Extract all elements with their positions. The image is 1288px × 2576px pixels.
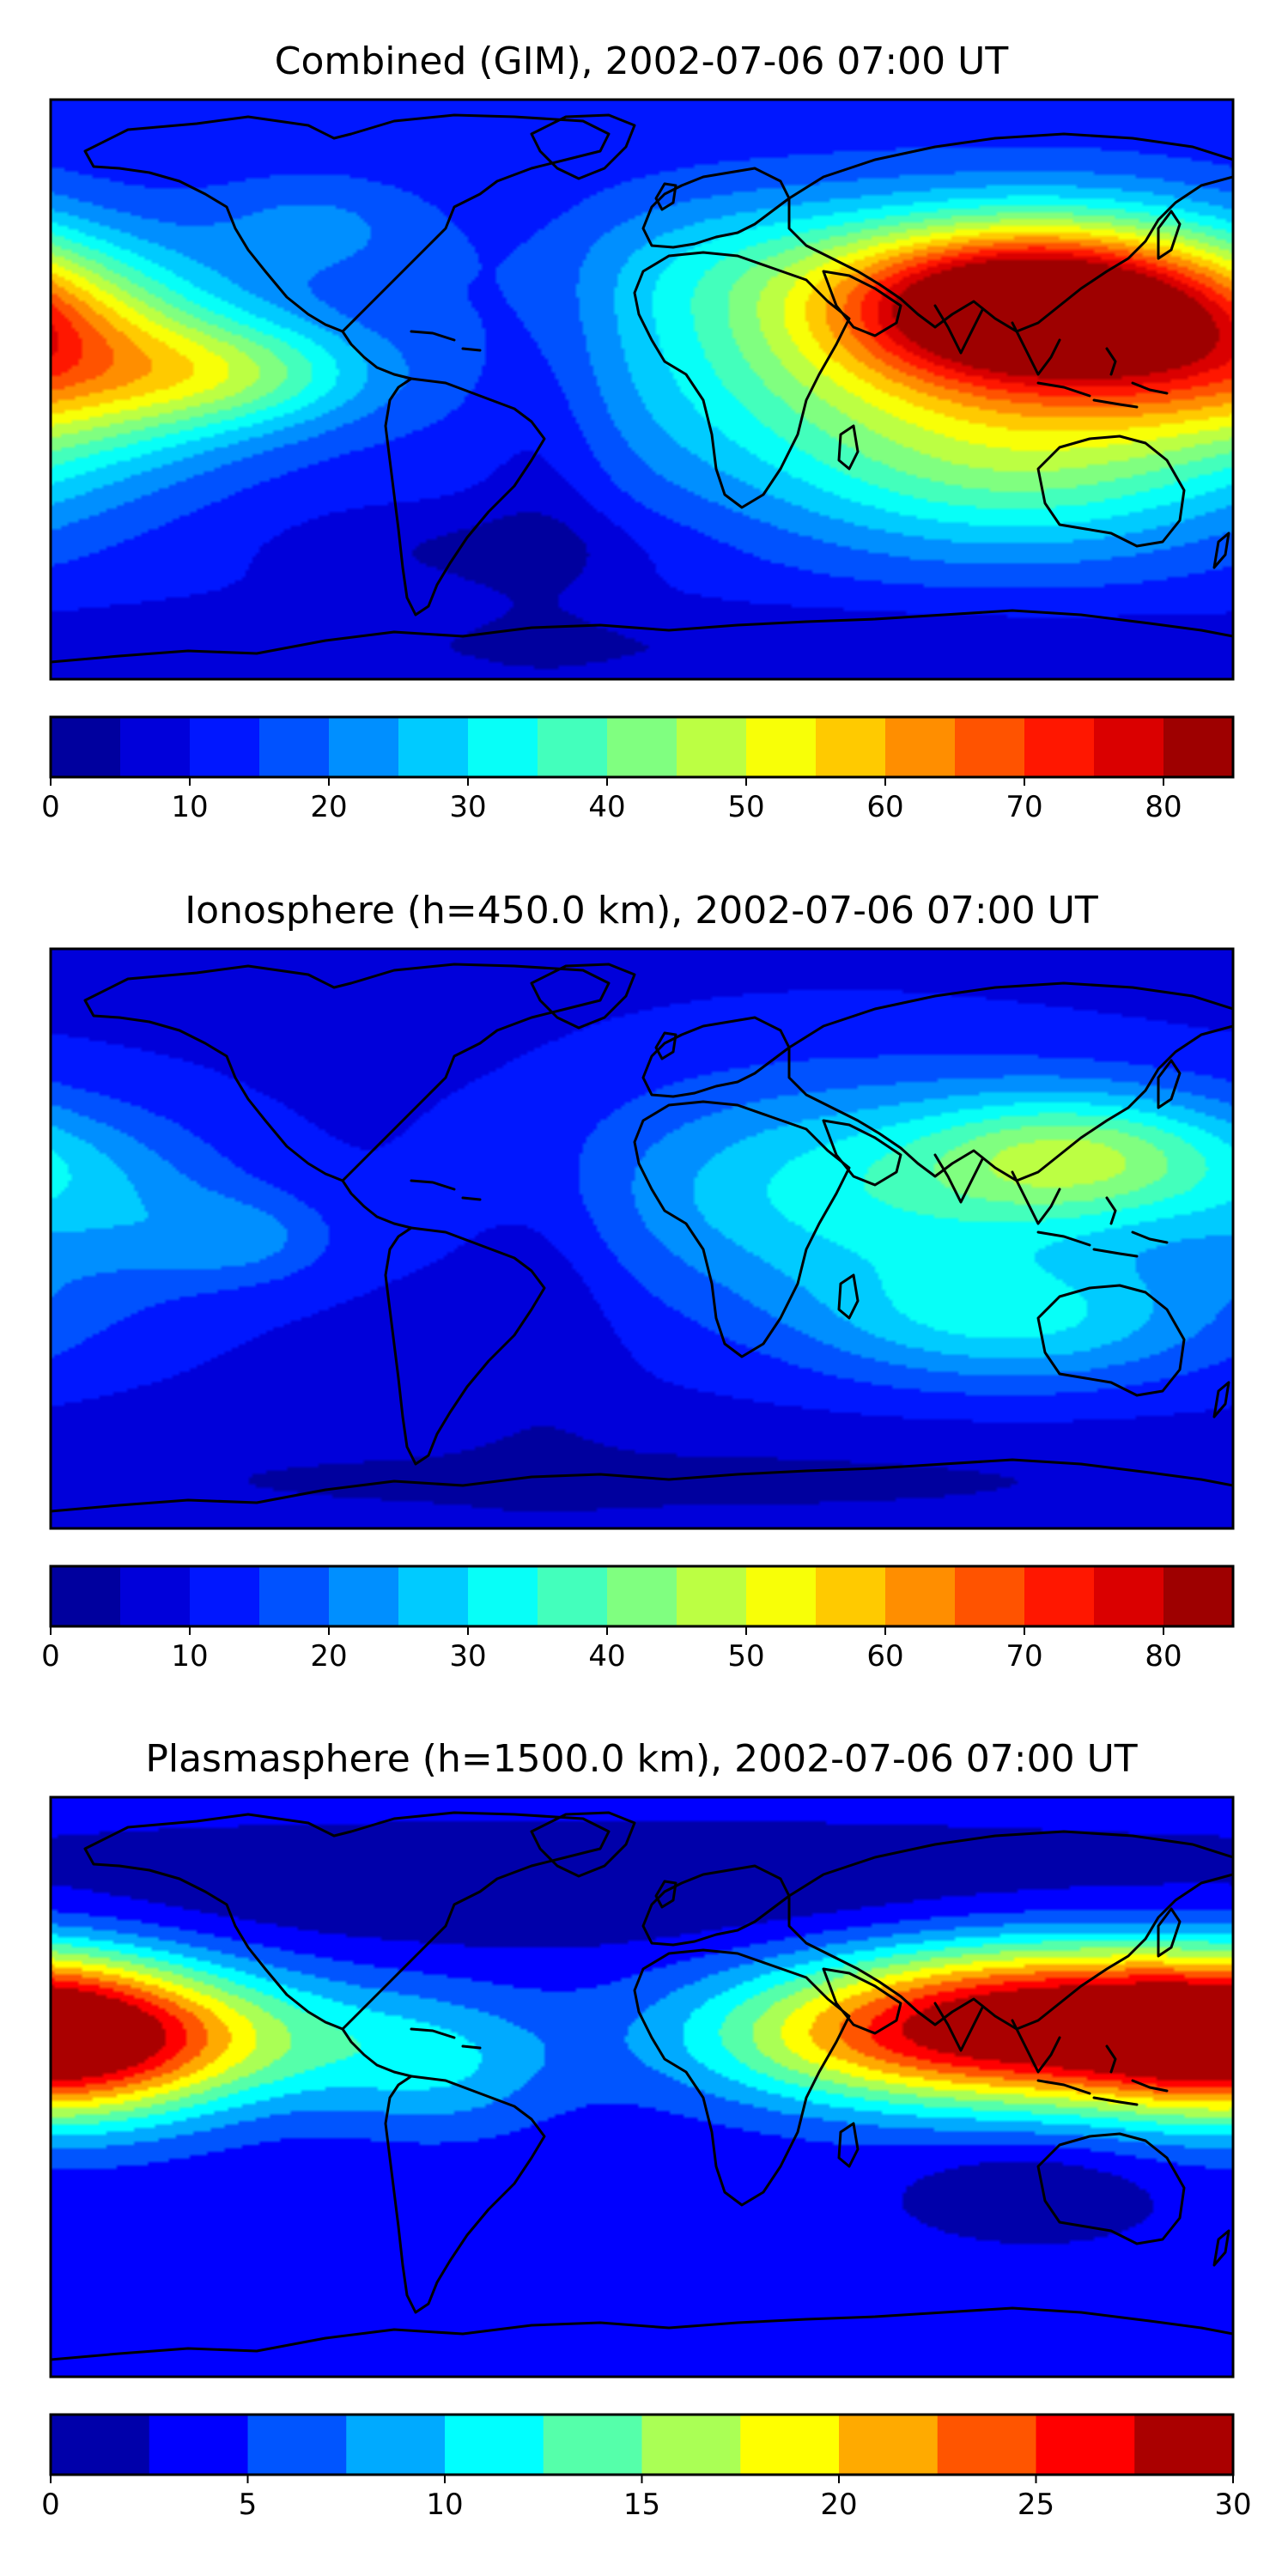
colorbar-tick-label: 50 xyxy=(727,790,764,824)
colorbar-tick-label: 30 xyxy=(449,790,486,824)
colorbar-segment xyxy=(259,717,330,777)
colorbar-segment xyxy=(51,717,121,777)
colorbar-segment xyxy=(955,717,1025,777)
colorbar-tick-label: 40 xyxy=(588,790,625,824)
colorbar-segment xyxy=(468,1566,538,1626)
colorbar-segment xyxy=(677,1566,747,1626)
colorbar-segment xyxy=(885,717,956,777)
colorbar-segment xyxy=(1024,1566,1095,1626)
panel-ionosphere: Ionosphere (h=450.0 km), 2002-07-06 07:0… xyxy=(41,889,1235,1674)
colorbar-segment xyxy=(190,717,260,777)
colorbar-tick-label: 0 xyxy=(41,790,60,824)
colorbar-tick-label: 10 xyxy=(426,2488,463,2522)
colorbar-segment xyxy=(51,2415,150,2475)
colorbar-segment xyxy=(607,1566,677,1626)
colorbar-segment xyxy=(259,1566,330,1626)
map-frame-ionosphere xyxy=(49,947,1235,1530)
colorbar-segment xyxy=(329,717,399,777)
panel-title-combined: Combined (GIM), 2002-07-06 07:00 UT xyxy=(275,39,1009,83)
colorbar-tick-label: 30 xyxy=(449,1639,486,1674)
panel-title-plasmasphere: Plasmasphere (h=1500.0 km), 2002-07-06 0… xyxy=(145,1737,1137,1781)
colorbar-tick-label: 20 xyxy=(820,2488,857,2522)
colorbar-segment xyxy=(607,717,677,777)
colorbar-segment xyxy=(445,2415,544,2475)
colorbar-plasmasphere: 0 5 10 15 20 25 30 xyxy=(41,2413,1252,2522)
colorbar-tick-label: 30 xyxy=(1214,2488,1251,2522)
colorbar-segment xyxy=(120,717,191,777)
colorbar-segment xyxy=(746,1566,817,1626)
colorbar-segment xyxy=(247,2415,347,2475)
colorbar-segment xyxy=(190,1566,260,1626)
tec-map-ionosphere xyxy=(51,949,1233,1528)
colorbar-tick-label: 80 xyxy=(1145,1639,1182,1674)
colorbar-segment xyxy=(1163,717,1234,777)
colorbar-segment xyxy=(885,1566,956,1626)
colorbar-segment xyxy=(1094,717,1164,777)
colorbar-segment xyxy=(955,1566,1025,1626)
colorbar-segment xyxy=(538,1566,608,1626)
colorbar-tick-label: 0 xyxy=(41,1639,60,1674)
colorbar-segment xyxy=(816,1566,886,1626)
colorbar-tick-label: 70 xyxy=(1005,1639,1042,1674)
colorbar-segment xyxy=(1036,2415,1135,2475)
colorbar-segment xyxy=(1163,1566,1234,1626)
colorbar-combined: 0 10 20 30 40 50 60 70 80 xyxy=(41,715,1235,824)
colorbar-segment xyxy=(120,1566,191,1626)
colorbar-tick-label: 5 xyxy=(239,2488,258,2522)
colorbar-tick-label: 20 xyxy=(310,790,347,824)
colorbar-segment xyxy=(1024,717,1095,777)
colorbar-segment xyxy=(839,2415,939,2475)
colorbar-frame xyxy=(49,1564,1235,1628)
colorbar-segment xyxy=(816,717,886,777)
colorbar-frame xyxy=(49,715,1235,779)
colorbar-segment xyxy=(1134,2415,1234,2475)
colorbar-tick-label: 25 xyxy=(1018,2488,1054,2522)
tec-map-combined xyxy=(51,100,1233,679)
colorbar-segment xyxy=(398,717,469,777)
colorbar-segment xyxy=(346,2415,446,2475)
colorbar-segment xyxy=(468,717,538,777)
colorbar-tick-label: 10 xyxy=(171,790,208,824)
colorbar-segment xyxy=(398,1566,469,1626)
colorbar-segment xyxy=(746,717,817,777)
colorbar-tick-label: 0 xyxy=(41,2488,60,2522)
colorbar-tick-label: 70 xyxy=(1005,790,1042,824)
panel-combined: Combined (GIM), 2002-07-06 07:00 UT 0 10 2… xyxy=(41,39,1235,824)
colorbar-tick-label: 60 xyxy=(866,1639,903,1674)
colorbar-segment xyxy=(740,2415,840,2475)
colorbar-segment xyxy=(677,717,747,777)
colorbar-tick-label: 80 xyxy=(1145,790,1182,824)
panel-plasmasphere: Plasmasphere (h=1500.0 km), 2002-07-06 0… xyxy=(41,1737,1251,2522)
colorbar-segment xyxy=(937,2415,1037,2475)
colorbar-segment xyxy=(51,1566,121,1626)
colorbar-segment xyxy=(329,1566,399,1626)
colorbar-tick-label: 10 xyxy=(171,1639,208,1674)
colorbar-segment xyxy=(149,2415,249,2475)
colorbar-segment xyxy=(1094,1566,1164,1626)
map-frame-combined xyxy=(49,98,1235,681)
colorbar-tick-label: 15 xyxy=(623,2488,660,2522)
tec-map-plasmasphere xyxy=(51,1797,1233,2377)
panel-title-ionosphere: Ionosphere (h=450.0 km), 2002-07-06 07:0… xyxy=(185,889,1098,933)
colorbar-segment xyxy=(641,2415,741,2475)
colorbar-segment xyxy=(543,2415,643,2475)
colorbar-ionosphere: 0 10 20 30 40 50 60 70 80 xyxy=(41,1564,1235,1674)
colorbar-tick-label: 60 xyxy=(866,790,903,824)
map-frame-plasmasphere xyxy=(49,1795,1235,2379)
colorbar-segment xyxy=(538,717,608,777)
colorbar-tick-label: 40 xyxy=(588,1639,625,1674)
colorbar-tick-label: 20 xyxy=(310,1639,347,1674)
colorbar-tick-label: 50 xyxy=(727,1639,764,1674)
